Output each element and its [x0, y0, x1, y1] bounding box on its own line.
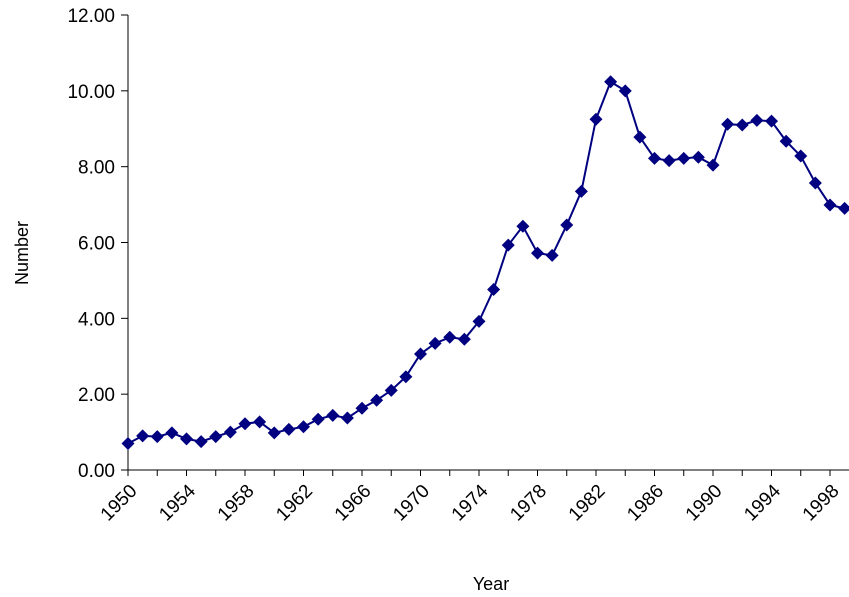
data-point-marker [545, 248, 559, 262]
x-axis-title: Year [473, 574, 509, 594]
data-point-marker [428, 336, 442, 350]
data-point-marker [677, 151, 691, 165]
data-point-marker [501, 238, 515, 252]
y-axis-title: Number [12, 221, 32, 285]
y-tick-label: 0.00 [78, 461, 115, 482]
x-tick-label: 1994 [740, 480, 785, 525]
data-point-marker [706, 158, 720, 172]
y-tick-label: 8.00 [78, 158, 115, 179]
data-point-marker [691, 150, 705, 164]
data-point-marker [838, 201, 849, 215]
data-point-marker [823, 198, 837, 212]
data-point-marker [589, 112, 603, 126]
data-point-marker [238, 417, 252, 431]
data-point-marker [370, 393, 384, 407]
y-axis: 0.00 2.00 4.00 6.00 8.00 10.00 12.00 [67, 6, 129, 482]
series-line [127, 80, 845, 445]
data-point-marker [179, 432, 193, 446]
y-tick-label: 10.00 [67, 82, 115, 103]
data-point-marker [296, 420, 310, 434]
data-point-marker [311, 412, 325, 426]
data-point-marker [399, 370, 413, 384]
data-point-marker [662, 154, 676, 168]
data-point-marker [223, 425, 237, 439]
data-point-marker [633, 130, 647, 144]
data-point-marker [355, 401, 369, 415]
x-tick-label: 1986 [623, 481, 668, 526]
x-tick-label: 1962 [272, 481, 317, 526]
y-tick-label: 6.00 [78, 234, 115, 255]
data-point-marker [194, 435, 208, 449]
data-point-marker [604, 75, 618, 89]
data-point-marker [121, 436, 135, 450]
data-point-marker [779, 134, 793, 148]
data-point-marker [165, 426, 179, 440]
data-point-marker [150, 430, 164, 444]
x-tick-label: 1966 [331, 481, 376, 526]
data-point-marker [487, 283, 501, 297]
data-point-marker [808, 176, 822, 190]
data-point-marker [721, 117, 735, 131]
data-point-marker [794, 149, 808, 163]
data-point-marker [340, 411, 354, 425]
data-point-marker [560, 218, 574, 232]
y-tick-label: 12.00 [67, 6, 115, 27]
x-tick-label: 1954 [155, 480, 200, 525]
x-tick-label: 1998 [799, 481, 844, 526]
data-point-marker [253, 415, 267, 429]
data-point-marker [326, 408, 340, 422]
series-line-group [121, 75, 849, 450]
data-point-marker [530, 246, 544, 260]
x-tick-label: 1950 [97, 481, 142, 526]
data-point-marker [764, 114, 778, 128]
data-point-marker [618, 84, 632, 98]
data-point-marker [443, 330, 457, 344]
data-point-marker [209, 430, 223, 444]
x-tick-label: 1978 [506, 481, 551, 526]
data-point-marker [647, 151, 661, 165]
data-point-marker [413, 347, 427, 361]
data-point-marker [750, 113, 764, 127]
data-point-marker [282, 422, 296, 436]
y-tick-label: 4.00 [78, 309, 115, 330]
data-point-marker [267, 426, 281, 440]
x-tick-label: 1990 [682, 481, 727, 526]
x-axis: 1950 1954 1958 1962 1966 1970 1974 1978 1982 1986… [97, 469, 849, 526]
data-point-marker [136, 429, 150, 443]
data-point-marker [735, 118, 749, 132]
data-point-marker [574, 184, 588, 198]
data-point-marker [457, 332, 471, 346]
data-point-marker [384, 383, 398, 397]
data-point-marker [516, 219, 530, 233]
x-tick-label: 1958 [214, 481, 259, 526]
x-tick-label: 1970 [389, 481, 434, 526]
data-point-marker [472, 314, 486, 328]
x-tick-label: 1974 [448, 480, 493, 525]
y-tick-label: 2.00 [78, 385, 115, 406]
x-tick-label: 1982 [565, 481, 610, 526]
